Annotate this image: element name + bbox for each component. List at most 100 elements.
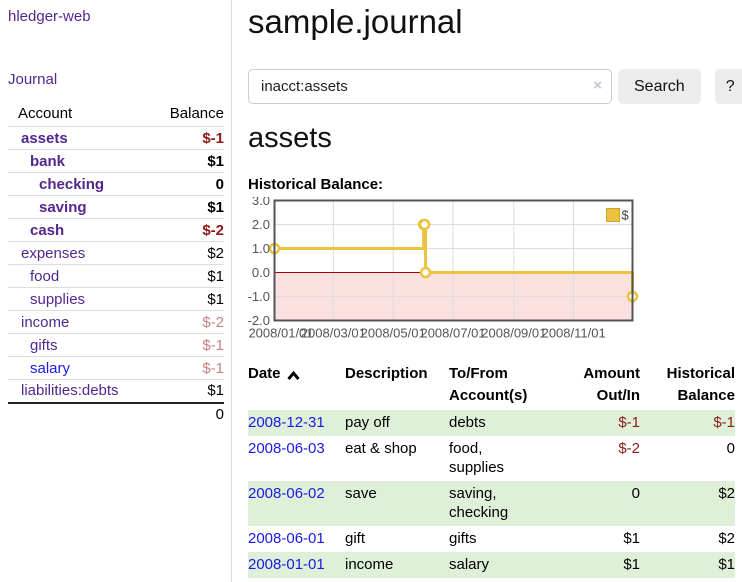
register-header-description: Description [345, 365, 428, 382]
transaction-description: eat & shop [345, 440, 417, 457]
account-balance: $-1 [202, 336, 224, 354]
account-link[interactable]: salary [30, 359, 71, 377]
account-balance: $1 [207, 198, 224, 216]
account-balance: $-1 [202, 359, 224, 377]
transaction-amount: 0 [549, 481, 643, 526]
account-link[interactable]: checking [39, 175, 105, 193]
svg-text:2008/07/01: 2008/07/01 [420, 326, 485, 341]
account-row: bank $1 [8, 150, 224, 173]
transaction-description: save [345, 481, 449, 526]
clear-search-icon[interactable]: × [593, 77, 602, 94]
transaction-balance: $2 [718, 530, 735, 547]
svg-text:2.0: 2.0 [252, 217, 270, 232]
transaction-amount: $1 [623, 530, 640, 547]
svg-text:1.0: 1.0 [252, 241, 270, 256]
account-link[interactable]: assets [21, 129, 68, 147]
account-link[interactable]: supplies [30, 290, 86, 308]
accounts-header-account: Account [18, 105, 73, 122]
register-table: Date Description To/From Account(s) Amou… [248, 363, 735, 578]
transaction-row[interactable]: 2008-12-31 pay off debts $-1 $-1 [248, 410, 735, 436]
account-row: cash $-2 [8, 219, 224, 242]
transaction-accounts: food, supplies [449, 440, 505, 476]
account-link[interactable]: saving [39, 198, 87, 216]
transaction-date-link[interactable]: 2008-06-03 [248, 440, 325, 457]
register-header-balance: Historical Balance [666, 365, 735, 404]
svg-text:2008/11/01: 2008/11/01 [542, 326, 606, 341]
account-row: checking 0 [8, 173, 224, 196]
sidebar-item-journal[interactable]: Journal [8, 71, 58, 88]
sort-by-date-control[interactable]: Date [248, 363, 301, 385]
account-row: salary $-1 [8, 357, 224, 380]
account-row: supplies $1 [8, 288, 224, 311]
account-balance: $2 [207, 244, 224, 262]
transaction-balance: $1 [643, 552, 735, 578]
transaction-row[interactable]: 2008-06-01 gift gifts $1 $2 [248, 526, 735, 552]
transaction-date-link[interactable]: 2008-12-31 [248, 414, 325, 431]
account-row: assets $-1 [8, 127, 224, 150]
transaction-date-link[interactable]: 2008-01-01 [248, 556, 325, 573]
account-balance: $-2 [202, 313, 224, 331]
svg-text:0.0: 0.0 [252, 265, 270, 280]
account-heading: assets [248, 122, 332, 154]
account-link[interactable]: gifts [30, 336, 58, 354]
svg-text:2008/09/01: 2008/09/01 [481, 326, 546, 341]
svg-text:2008/05/01: 2008/05/01 [361, 326, 426, 341]
transaction-amount: $1 [549, 552, 643, 578]
accounts-table: Account Balance assets $-1 bank $1 [8, 102, 224, 426]
accounts-total-row: 0 [8, 402, 224, 426]
transaction-accounts: debts [449, 410, 549, 436]
account-row: saving $1 [8, 196, 224, 219]
account-link[interactable]: income [21, 313, 70, 331]
transaction-row[interactable]: 2008-06-02 save saving, checking 0 $2 [248, 481, 735, 526]
account-balance: $1 [207, 152, 224, 170]
account-link[interactable]: bank [30, 152, 66, 170]
brand-link[interactable]: hledger-web [8, 8, 91, 25]
account-row: income $-2 [8, 311, 224, 334]
accounts-header-balance: Balance [169, 105, 224, 122]
account-link[interactable]: liabilities:debts [21, 382, 119, 400]
accounts-total-spacer [8, 403, 145, 426]
transaction-description: income [345, 552, 449, 578]
svg-text:-1.0: -1.0 [248, 289, 270, 304]
accounts-header-row: Account Balance [8, 102, 224, 127]
transaction-accounts: gifts [449, 530, 477, 547]
transaction-row[interactable]: 2008-06-03 eat & shop food, supplies $-2… [248, 436, 735, 481]
search-button[interactable]: Search [618, 69, 701, 104]
account-row: liabilities:debts $1 [8, 380, 224, 403]
transaction-balance: $-1 [643, 410, 735, 436]
account-link[interactable]: food [30, 267, 60, 285]
svg-text:-2.0: -2.0 [248, 313, 270, 328]
search-form: × Search ? [248, 69, 742, 104]
search-input-wrap: × [248, 69, 612, 104]
transaction-date-link[interactable]: 2008-06-02 [248, 485, 325, 502]
help-button[interactable]: ? [714, 69, 742, 104]
svg-text:2008/03/01: 2008/03/01 [301, 326, 366, 341]
transaction-amount: $-1 [549, 410, 643, 436]
main-content: sample.journal × Search ? assets Histori… [248, 0, 742, 582]
svg-text:3.0: 3.0 [252, 197, 270, 208]
account-balance: $-1 [202, 129, 224, 147]
sort-asc-chevron-up-icon [286, 370, 300, 380]
account-row: food $1 [8, 265, 224, 288]
account-balance: $1 [207, 290, 224, 308]
transaction-date-link[interactable]: 2008-06-01 [248, 530, 325, 547]
account-link[interactable]: cash [30, 221, 65, 239]
account-row: expenses $2 [8, 242, 224, 265]
transaction-description: gift [345, 530, 366, 547]
register-header-accounts: To/From Account(s) [449, 365, 528, 404]
transaction-accounts: saving, checking [449, 481, 549, 526]
transaction-balance: $2 [643, 481, 735, 526]
account-link[interactable]: expenses [21, 244, 86, 262]
register-header-amount: Amount Out/In [583, 365, 640, 404]
transaction-row[interactable]: 2008-01-01 income salary $1 $1 [248, 552, 735, 578]
accounts-total-value: 0 [215, 406, 224, 423]
register-header-date: Date [248, 365, 281, 382]
account-balance: 0 [215, 175, 224, 193]
transaction-amount: $-2 [618, 440, 640, 457]
svg-text:$: $ [622, 208, 630, 223]
search-input[interactable] [248, 69, 612, 104]
account-row: gifts $-1 [8, 334, 224, 357]
page-title: sample.journal [248, 3, 463, 40]
sidebar: hledger-web Journal Account Balance asse… [0, 0, 232, 582]
